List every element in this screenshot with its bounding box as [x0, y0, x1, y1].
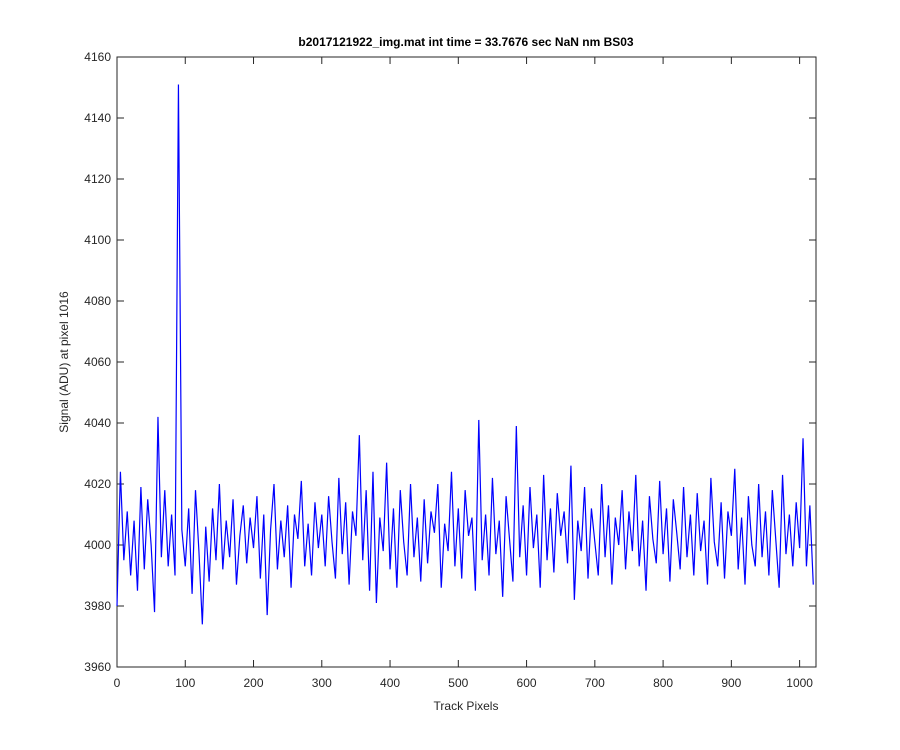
y-tick-label: 4000: [84, 538, 111, 552]
y-tick-label: 4100: [84, 233, 111, 247]
y-tick-label: 4020: [84, 477, 111, 491]
x-tick-label: 200: [244, 676, 264, 690]
y-tick-label: 4120: [84, 172, 111, 186]
x-tick-label: 800: [653, 676, 673, 690]
x-tick-label: 300: [312, 676, 332, 690]
y-tick-label: 3980: [84, 599, 111, 613]
x-tick-label: 900: [721, 676, 741, 690]
x-tick-label: 0: [114, 676, 121, 690]
chart-title: b2017121922_img.mat int time = 33.7676 s…: [298, 35, 634, 49]
y-tick-label: 4080: [84, 294, 111, 308]
y-tick-label: 4140: [84, 111, 111, 125]
x-tick-label: 500: [448, 676, 468, 690]
plot-area: [116, 56, 817, 668]
y-tick-label: 4040: [84, 416, 111, 430]
y-tick-label: 3960: [84, 660, 111, 674]
x-tick-label: 400: [380, 676, 400, 690]
x-tick-label: 1000: [786, 676, 813, 690]
y-tick-label: 4160: [84, 50, 111, 64]
x-tick-label: 100: [175, 676, 195, 690]
x-tick-label: 600: [517, 676, 537, 690]
y-tick-label: 4060: [84, 355, 111, 369]
y-axis-label: Signal (ADU) at pixel 1016: [57, 291, 71, 433]
data-line: [116, 84, 814, 625]
x-axis-label: Track Pixels: [434, 699, 499, 713]
x-tick-label: 700: [585, 676, 605, 690]
